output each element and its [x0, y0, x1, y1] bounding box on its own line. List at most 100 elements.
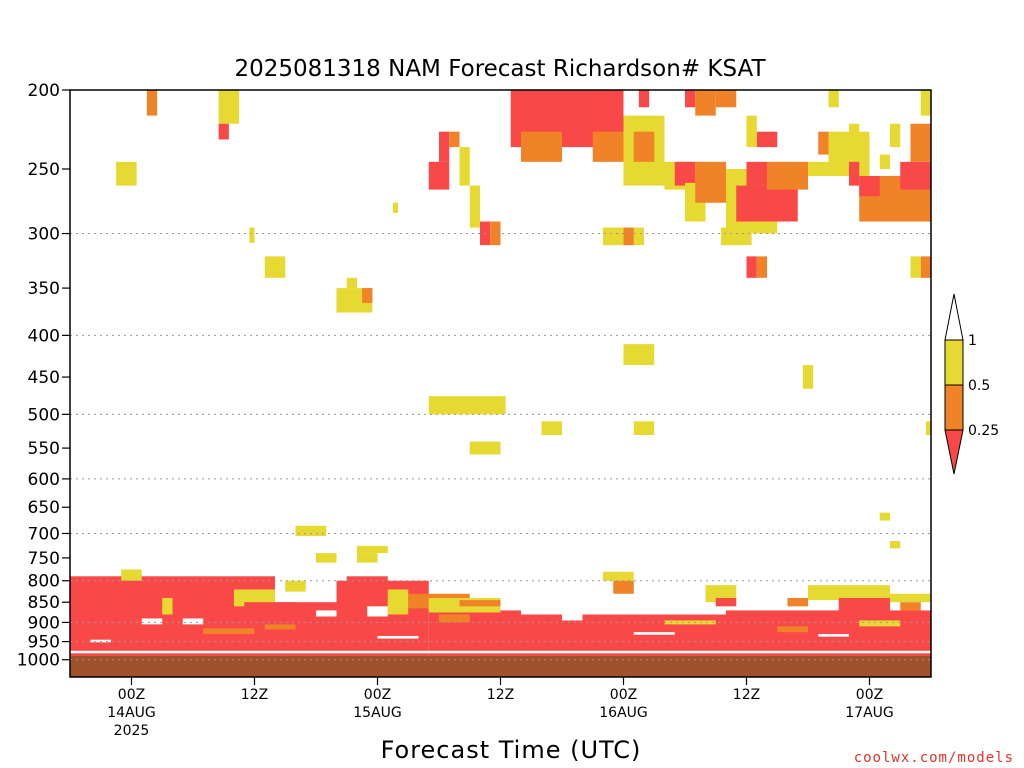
ri-cell-red — [346, 576, 388, 588]
ri-cell-white — [562, 614, 583, 621]
y-tick-label-650: 650 — [28, 498, 60, 518]
ri-cell-yellow — [541, 421, 562, 435]
ri-cell-orange — [777, 626, 808, 633]
ri-cell-yellow — [295, 525, 327, 536]
ri-cell-red — [674, 161, 696, 186]
ri-cell-orange — [592, 131, 624, 162]
ri-cell-yellow — [357, 545, 388, 554]
legend-orange-bin — [944, 384, 964, 431]
ri-cell-white — [377, 635, 419, 639]
ri-cell-yellow — [316, 553, 337, 563]
ri-cell-yellow — [116, 161, 137, 186]
ri-cell-yellow — [925, 421, 931, 435]
ri-cell-yellow — [387, 589, 409, 615]
ri-cell-red — [746, 256, 757, 278]
ri-cell-yellow — [849, 123, 860, 148]
legend-label-1: 1 — [968, 333, 977, 349]
x-tick-label-4-0: 00Z — [610, 687, 637, 703]
ri-cell-orange — [449, 131, 460, 148]
y-tick-label-900: 900 — [28, 613, 60, 633]
ri-cell-red — [172, 589, 183, 611]
ri-cell-orange — [264, 624, 296, 630]
legend-white-triangle — [944, 293, 964, 341]
ri-cell-yellow — [162, 598, 173, 615]
ri-cell-white — [90, 639, 111, 643]
ri-cell-orange — [146, 90, 158, 116]
ri-cell-orange — [695, 161, 726, 203]
ri-cell-yellow — [890, 593, 931, 603]
ri-cell-orange — [787, 598, 808, 607]
ri-cell-orange — [633, 131, 655, 162]
legend-red-triangle — [944, 429, 964, 475]
ri-cell-yellow — [285, 580, 306, 592]
ri-cell-red — [900, 161, 931, 190]
legend-label-0-5: 0.5 — [968, 378, 990, 394]
chart-title: 2025081318 NAM Forecast Richardson# KSAT — [234, 56, 766, 82]
ri-cell-yellow — [428, 396, 506, 415]
credit-text: coolwx.com/models — [854, 750, 1014, 766]
ri-cell-yellow — [890, 123, 901, 148]
ri-cell-orange — [362, 288, 373, 303]
ri-cell-yellow — [357, 553, 378, 563]
ri-cell-white — [316, 610, 337, 617]
y-tick-label-450: 450 — [28, 368, 60, 388]
ri-cell-yellow — [264, 256, 286, 278]
colorbar-legend: 1 0.5 0.25 — [944, 293, 999, 475]
ri-cell-orange — [767, 161, 808, 190]
ri-cell-yellow — [808, 585, 890, 601]
ri-cell-yellow — [346, 277, 357, 289]
ri-cell-orange — [715, 90, 737, 108]
ri-cell-orange — [459, 600, 501, 607]
y-tick-label-700: 700 — [28, 524, 60, 544]
legend-yellow-bin — [944, 339, 964, 386]
x-tick-label-2-1: 15AUG — [353, 705, 402, 721]
y-tick-label-400: 400 — [28, 326, 60, 346]
richardson-cells — [70, 90, 931, 672]
x-axis: 00Z 14AUG 2025 12Z 00Z 15AUG 12Z 00Z 16AUG 12Z 00Z… — [107, 677, 894, 739]
ri-cell-red — [859, 176, 880, 197]
y-axis: 200 250 300 350 400 450 500 550 600 650 700 750 8008… — [17, 81, 70, 671]
ri-cell-yellow — [910, 256, 921, 278]
ri-cell-yellow — [218, 90, 240, 124]
x-tick-label-0-2: 2025 — [114, 723, 150, 739]
ri-cell-orange — [203, 628, 255, 635]
ri-cell-red — [736, 185, 798, 222]
x-tick-label-3-0: 12Z — [487, 687, 514, 703]
ri-cell-yellow — [459, 147, 470, 186]
y-tick-label-200: 200 — [28, 81, 60, 101]
ri-cell-yellow — [664, 620, 716, 625]
ri-cell-yellow — [808, 161, 829, 177]
y-tick-label-950: 950 — [28, 633, 60, 653]
ri-cell-red — [685, 90, 696, 108]
y-tick-label-600: 600 — [28, 470, 60, 490]
ri-cell-white — [633, 632, 675, 635]
ri-cell-yellow — [623, 344, 655, 366]
ri-cell-yellow — [234, 589, 275, 607]
ri-cell-yellow — [720, 227, 752, 246]
y-tick-label-350: 350 — [28, 279, 60, 299]
ri-cell-yellow — [890, 540, 901, 549]
x-tick-label-0-1: 14AUG — [107, 705, 156, 721]
ri-cell-yellow — [802, 365, 814, 389]
ri-cell-orange — [623, 227, 634, 246]
ri-cell-yellow — [121, 569, 142, 581]
ri-cell-yellow — [746, 115, 757, 148]
y-tick-label-750: 750 — [28, 549, 60, 569]
ri-cell-yellow — [920, 90, 931, 116]
ri-cell-red — [439, 131, 450, 162]
ri-cell-white — [818, 634, 849, 637]
ri-cell-yellow — [828, 90, 839, 108]
ri-cell-yellow — [705, 585, 737, 603]
ri-cell-yellow — [879, 154, 890, 169]
ri-cell-orange — [695, 90, 716, 116]
ri-cell-yellow — [859, 620, 901, 627]
x-tick-label-2-0: 00Z — [364, 687, 391, 703]
ri-cell-orange — [920, 256, 931, 278]
ri-cell-yellow — [633, 421, 655, 435]
x-tick-label-0-0: 00Z — [118, 687, 145, 703]
ri-cell-orange — [439, 614, 470, 623]
ri-cell-red — [746, 161, 767, 186]
ri-cell-yellow — [469, 185, 480, 228]
ri-cell-yellow — [469, 441, 501, 455]
